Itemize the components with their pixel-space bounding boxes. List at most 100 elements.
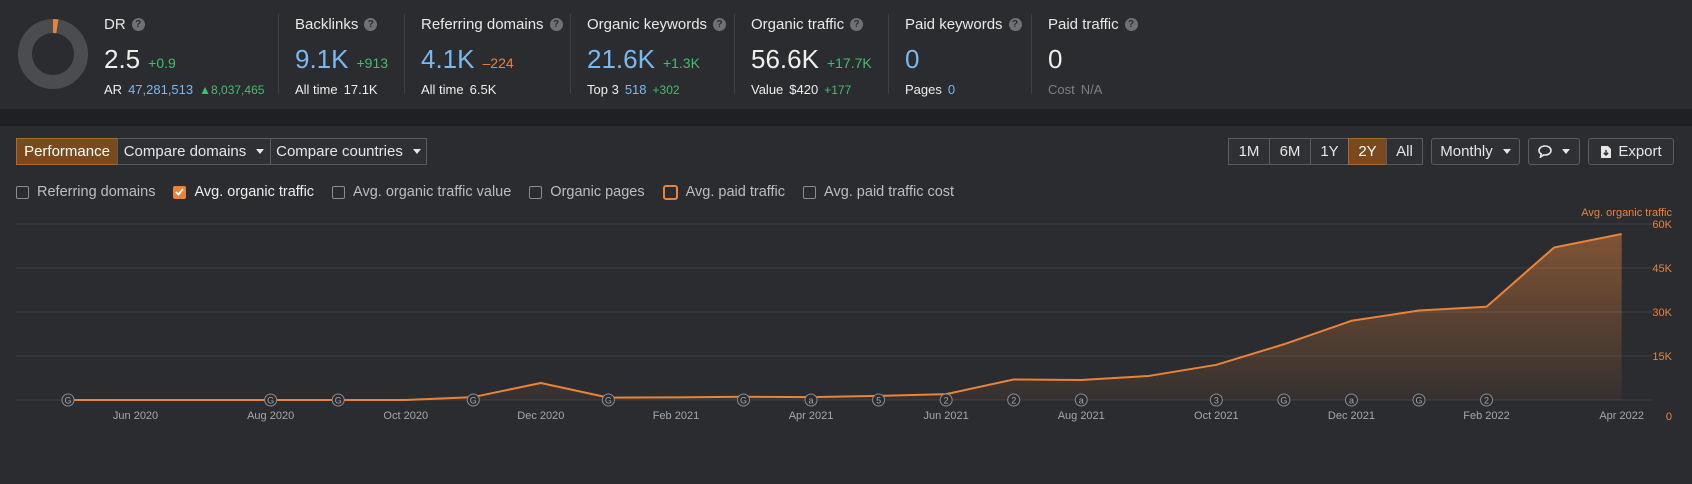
help-icon[interactable]: ? xyxy=(131,17,145,31)
traffic-value-delta: +177 xyxy=(824,82,852,97)
cost-value: N/A xyxy=(1080,82,1103,97)
metric-paid-keywords: Paid keywords? 0 Pages 0 xyxy=(905,14,1022,97)
range-2y-button[interactable]: 2Y xyxy=(1348,138,1387,165)
annotation-marker-label: G xyxy=(740,396,747,406)
range-2y-label: 2Y xyxy=(1358,143,1377,160)
annotation-marker xyxy=(601,393,615,407)
y-tick-label: 60K xyxy=(1652,219,1672,231)
export-label: Export xyxy=(1618,143,1662,160)
x-tick-label: Aug 2020 xyxy=(247,410,294,422)
backlinks-value[interactable]: 9.1K xyxy=(295,44,349,74)
toggle-label: Referring domains xyxy=(37,184,156,200)
compare-countries-label: Compare countries xyxy=(276,143,403,160)
traffic-value-amount: $420 xyxy=(789,82,819,97)
range-1m-label: 1M xyxy=(1238,143,1260,160)
divider xyxy=(734,14,735,94)
paid-keywords-value[interactable]: 0 xyxy=(905,44,920,74)
checkbox-focused[interactable] xyxy=(662,184,678,200)
y-tick-label: 30K xyxy=(1652,307,1672,319)
compare-domains-dropdown[interactable]: Compare domains xyxy=(117,138,271,165)
annotation-marker-label: G xyxy=(267,396,274,406)
range-1m-button[interactable]: 1M xyxy=(1228,138,1270,165)
divider xyxy=(404,14,405,94)
annotation-marker-label: a xyxy=(1349,396,1354,406)
ar-label: AR xyxy=(104,82,123,97)
organic-keywords-label: Organic keywords xyxy=(587,15,708,33)
toggle-avg-organic-traffic[interactable]: Avg. organic traffic xyxy=(173,184,314,200)
caret-down-icon xyxy=(412,149,421,154)
x-tick-label: Apr 2021 xyxy=(789,410,834,422)
help-icon[interactable]: ? xyxy=(1008,17,1022,31)
checkbox[interactable] xyxy=(16,185,29,199)
metric-toggles: Referring domains Avg. organic traffic A… xyxy=(16,182,972,202)
toggle-avg-organic-traffic-value[interactable]: Avg. organic traffic value xyxy=(332,184,511,200)
annotation-marker xyxy=(1277,393,1291,407)
annotation-marker-label: 2 xyxy=(944,396,949,406)
annotations-dropdown[interactable] xyxy=(1528,138,1580,165)
pages-value[interactable]: 0 xyxy=(947,82,956,97)
annotation-marker xyxy=(804,393,818,407)
top3-value[interactable]: 518 xyxy=(624,82,647,97)
toggle-referring-domains[interactable]: Referring domains xyxy=(16,184,155,200)
backlinks-label: Backlinks xyxy=(295,15,359,33)
top3-delta: +302 xyxy=(652,82,680,97)
x-tick-label: Oct 2020 xyxy=(383,410,428,422)
organic-traffic-value: 56.6K xyxy=(751,44,819,74)
x-tick-label: Feb 2021 xyxy=(653,410,699,422)
toggle-avg-paid-traffic[interactable]: Avg. paid traffic xyxy=(662,184,786,200)
checkbox[interactable] xyxy=(803,185,817,199)
referring-domains-value[interactable]: 4.1K xyxy=(421,44,475,74)
metric-referring-domains: Referring domains? 4.1K –224 All time 6.5K xyxy=(421,14,563,97)
metric-backlinks: Backlinks? 9.1K +913 All time 17.1K xyxy=(295,14,388,98)
help-icon[interactable]: ? xyxy=(549,17,563,31)
help-icon[interactable]: ? xyxy=(850,17,864,31)
metric-dr: DR? 2.5 +0.9 AR 47,281,513 ▲8,037,465 xyxy=(104,14,265,98)
annotation-marker xyxy=(1209,393,1223,407)
checkbox-checked[interactable] xyxy=(173,185,187,199)
toggle-organic-pages[interactable]: Organic pages xyxy=(529,184,645,200)
toggle-label: Avg. paid traffic xyxy=(685,184,786,200)
interval-dropdown[interactable]: Monthly xyxy=(1431,138,1520,165)
referring-domains-label: Referring domains xyxy=(421,15,544,33)
divider xyxy=(888,14,889,94)
compare-countries-dropdown[interactable]: Compare countries xyxy=(270,138,427,165)
annotation-marker-label: G xyxy=(470,396,477,406)
performance-tab[interactable]: Performance xyxy=(16,138,118,165)
range-1y-label: 1Y xyxy=(1320,143,1339,160)
backlinks-sub-value: 17.1K xyxy=(343,82,378,97)
range-all-label: All xyxy=(1396,143,1413,160)
backlinks-sub-label: All time xyxy=(295,82,338,97)
help-icon[interactable]: ? xyxy=(1124,17,1138,31)
dr-value: 2.5 xyxy=(104,44,141,74)
metrics-bar: DR? 2.5 +0.9 AR 47,281,513 ▲8,037,465 Backl… xyxy=(0,0,1692,109)
export-button[interactable]: Export xyxy=(1588,138,1674,165)
help-icon[interactable]: ? xyxy=(713,17,727,31)
caret-down-icon xyxy=(256,149,265,154)
pages-label: Pages xyxy=(905,82,942,97)
x-tick-label: Aug 2021 xyxy=(1058,410,1105,422)
organic-keywords-value[interactable]: 21.6K xyxy=(587,44,655,74)
ar-value[interactable]: 47,281,513 xyxy=(128,82,194,97)
x-tick-label: Dec 2020 xyxy=(517,410,564,422)
toggle-avg-paid-traffic-cost[interactable]: Avg. paid traffic cost xyxy=(803,184,954,200)
range-6m-button[interactable]: 6M xyxy=(1269,138,1311,165)
checkbox[interactable] xyxy=(529,185,543,199)
annotation-marker-label: a xyxy=(809,396,814,406)
annotation-marker xyxy=(1480,393,1494,407)
annotation-marker-label: 2 xyxy=(1011,396,1016,406)
organic-traffic-label: Organic traffic xyxy=(751,15,845,33)
organic-keywords-delta: +1.3K xyxy=(662,55,700,71)
compare-domains-label: Compare domains xyxy=(123,143,247,160)
annotation-marker xyxy=(872,393,886,407)
annotation-marker-label: G xyxy=(605,396,612,406)
range-all-button[interactable]: All xyxy=(1386,138,1423,165)
performance-panel: Performance Compare domains Compare coun… xyxy=(0,126,1692,484)
range-1y-button[interactable]: 1Y xyxy=(1310,138,1349,165)
export-icon xyxy=(1601,145,1612,158)
help-icon[interactable]: ? xyxy=(364,17,378,31)
annotation-marker xyxy=(1412,393,1426,407)
interval-label: Monthly xyxy=(1440,143,1493,160)
checkbox[interactable] xyxy=(332,185,346,199)
ar-delta-value: 8,037,465 xyxy=(211,82,265,97)
